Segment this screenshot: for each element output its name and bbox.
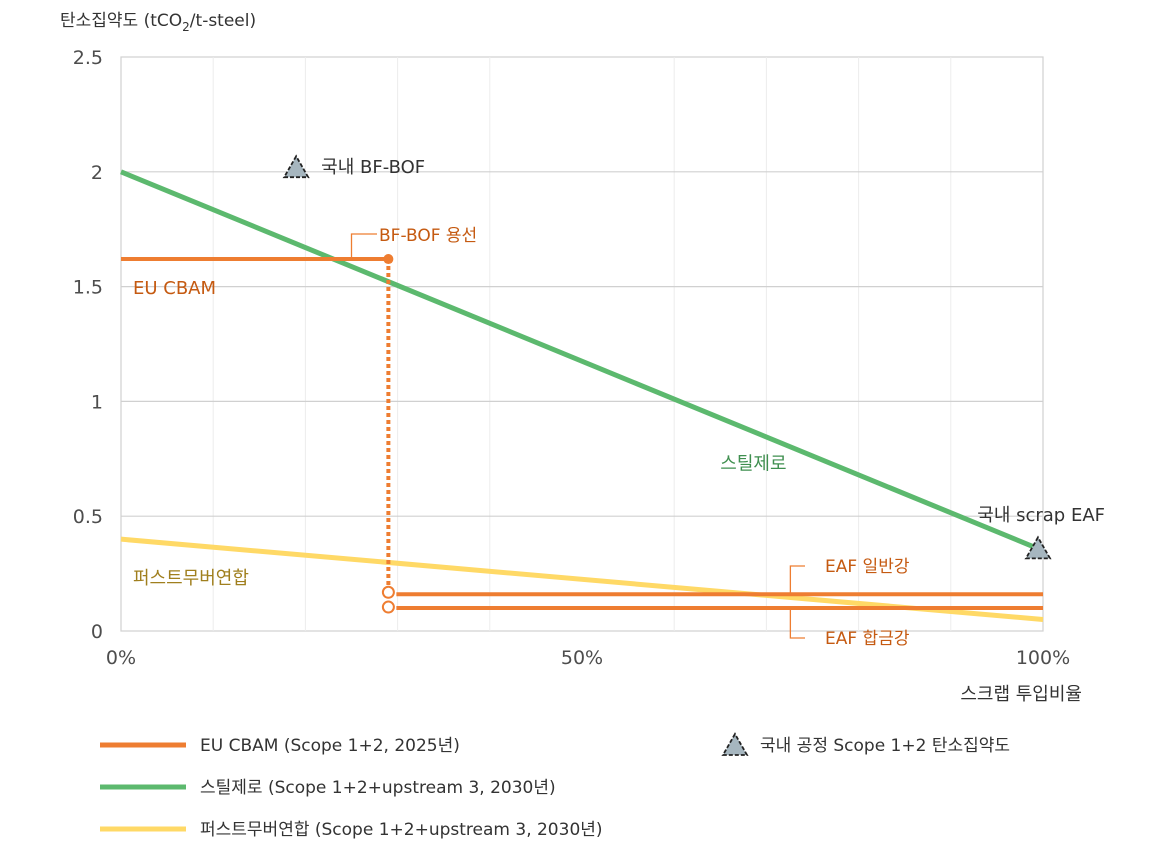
cbam-eaf-alloy-startpoint — [381, 600, 395, 614]
y-tick-label: 2 — [91, 162, 103, 184]
domestic-scrap-eaf-label: 국내 scrap EAF — [977, 505, 1105, 526]
first-mover-label: 퍼스트무버연합 — [133, 568, 249, 589]
legend: EU CBAM (Scope 1+2, 2025년) 스틸제로 (Scope 1+… — [100, 732, 1010, 840]
eaf-general-leader — [789, 565, 805, 595]
x-tick-label: 0% — [106, 647, 136, 669]
y-tick-label: 1.5 — [73, 277, 103, 299]
cbam-bf-bof-endpoint — [383, 254, 394, 265]
legend-item-label: 퍼스트무버연합 (Scope 1+2+upstream 3, 2030년) — [200, 820, 603, 840]
eaf-alloy-leader — [789, 608, 805, 639]
x-tick-label: 50% — [561, 647, 603, 669]
legend-item-label: EU CBAM (Scope 1+2, 2025년) — [200, 736, 460, 756]
x-axis-label: 스크랩 투입비율 — [960, 684, 1082, 705]
legend-triangle-marker — [721, 732, 749, 756]
grid — [120, 56, 1044, 632]
y-tick-label: 0.5 — [73, 506, 103, 528]
y-tick-label: 1 — [91, 391, 103, 413]
bf-bof-leader — [350, 233, 377, 260]
steel-zero-label: 스틸제로 — [720, 453, 786, 474]
domestic-bf-bof-label: 국내 BF-BOF — [321, 157, 425, 178]
axes: 0 0.5 1 1.5 2 2.5 0% 50% 100% 탄소집약도 (tCO2/t-steel… — [60, 11, 1082, 705]
cbam-eaf-general-startpoint — [381, 585, 395, 599]
eaf-alloy-label: EAF 합금강 — [825, 629, 910, 649]
series-line-steel-zero — [120, 169, 1044, 553]
legend-item-label: 스틸제로 (Scope 1+2+upstream 3, 2030년) — [200, 778, 556, 798]
bf-bof-label: BF-BOF 용선 — [379, 226, 477, 246]
legend-marker-label: 국내 공정 Scope 1+2 탄소집약도 — [760, 736, 1010, 756]
plot-frame — [120, 56, 1044, 632]
x-tick-label: 100% — [1016, 647, 1070, 669]
y-axis-label: 탄소집약도 (tCO2/t-steel) — [60, 11, 256, 34]
eaf-general-label: EAF 일반강 — [825, 557, 910, 577]
y-tick-label: 2.5 — [73, 47, 103, 69]
labels: EU CBAM BF-BOF 용선 EAF 일반강 EAF 합금강 스틸제로퍼스트무버연… — [133, 157, 1105, 649]
domestic-scrap-eaf-marker — [1024, 535, 1052, 560]
domestic-bf-bof-marker — [282, 154, 310, 179]
y-tick-label: 0 — [91, 621, 103, 643]
marks — [120, 154, 1052, 623]
cbam-label: EU CBAM — [133, 278, 216, 299]
